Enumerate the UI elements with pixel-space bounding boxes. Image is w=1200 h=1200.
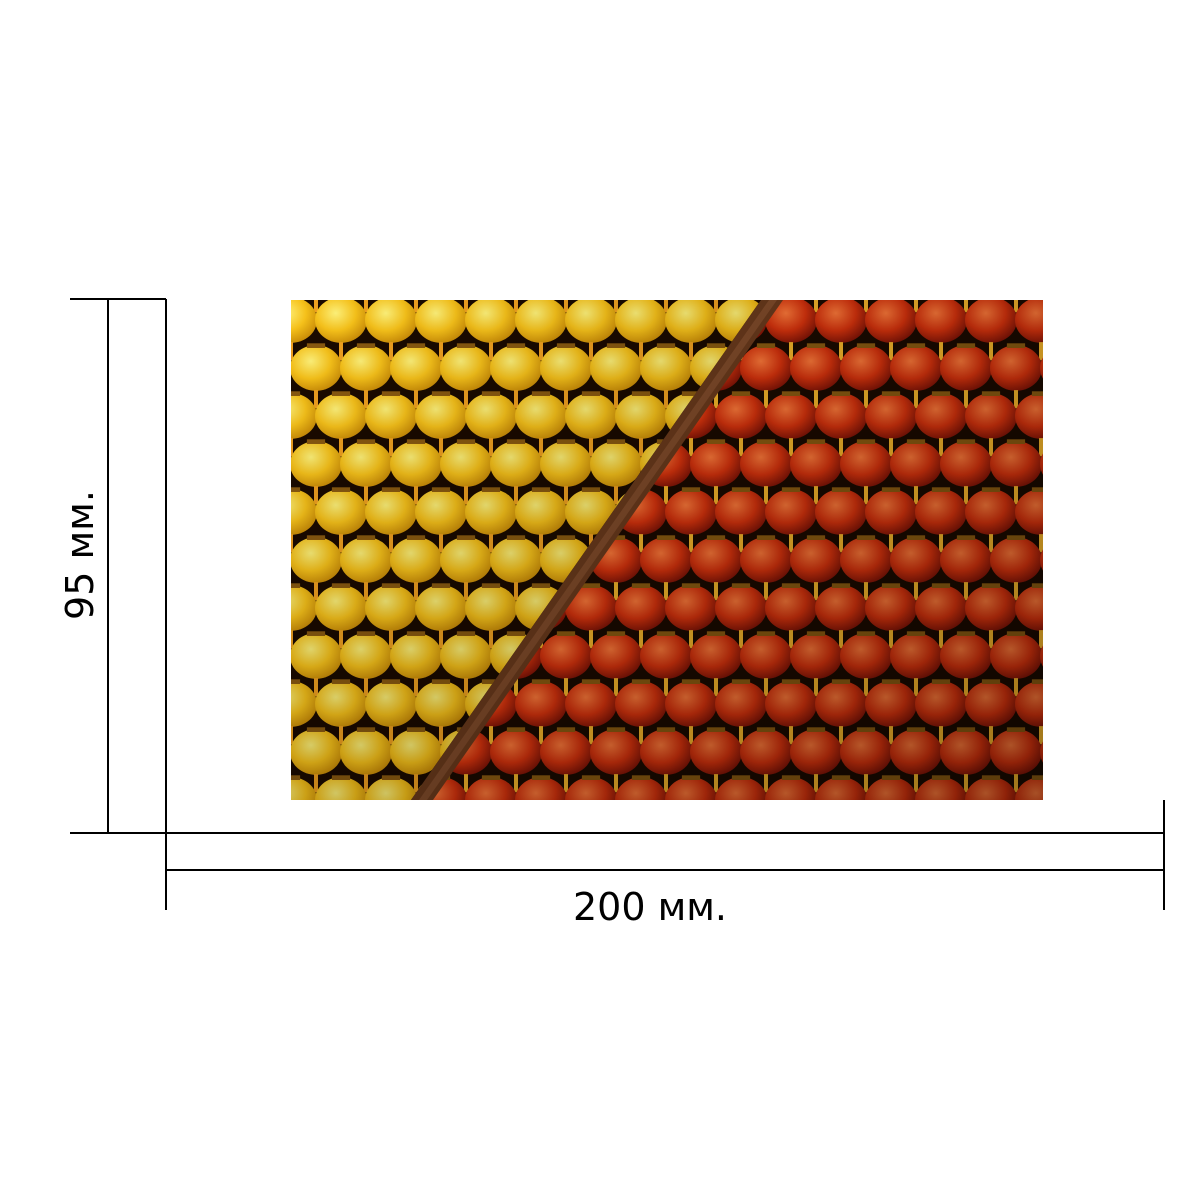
height-label: 95 мм. [58, 490, 102, 620]
product-photo [291, 300, 1043, 800]
lantern-pattern [291, 300, 1043, 800]
width-label: 200 мм. [572, 885, 728, 929]
